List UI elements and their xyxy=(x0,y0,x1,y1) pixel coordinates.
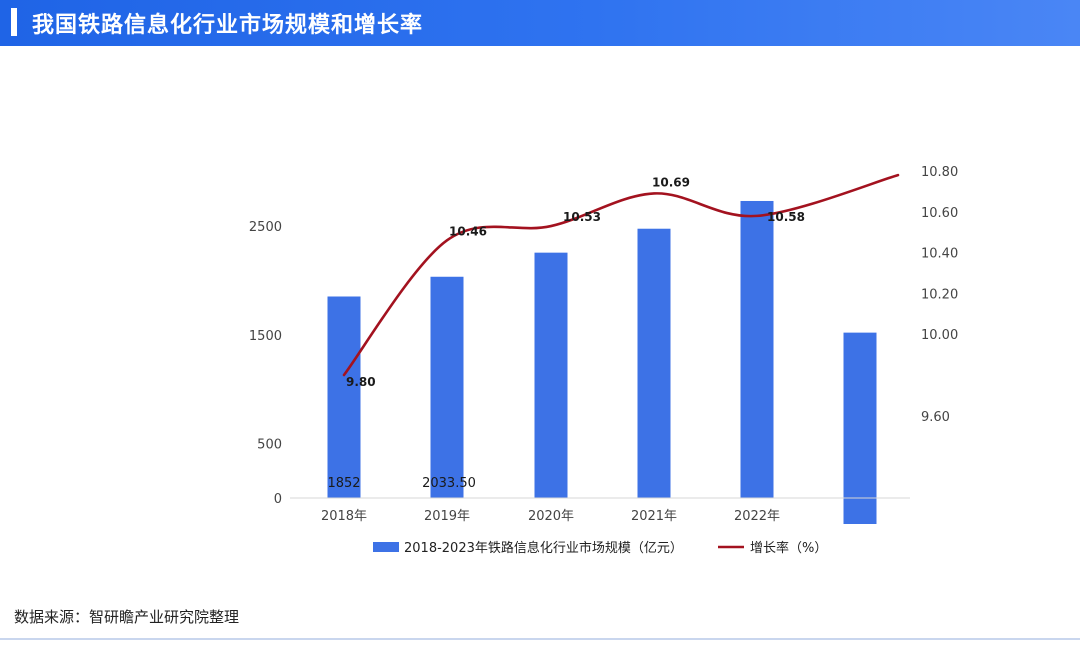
y-left-tick-1500: 1500 xyxy=(249,329,282,344)
y-right-tick-10.80: 10.80 xyxy=(921,165,958,180)
x-tick-2018: 2018年 xyxy=(321,509,367,524)
bar-2019 xyxy=(430,276,464,498)
page-title: 我国铁路信息化行业市场规模和增长率 xyxy=(32,12,424,38)
y-right-tick-10.40: 10.40 xyxy=(921,247,958,262)
x-tick-2022: 2022年 xyxy=(734,509,780,524)
footer-divider xyxy=(0,638,1080,640)
bar-2023 xyxy=(843,332,877,524)
title-accent-bar xyxy=(11,8,17,36)
y-left-tick-0: 0 xyxy=(274,492,282,507)
x-tick-2021: 2021年 xyxy=(631,509,677,524)
title-bar: 我国铁路信息化行业市场规模和增长率 xyxy=(0,0,1080,46)
bar-label-2019: 2033.50 xyxy=(422,476,476,491)
bar-2021 xyxy=(637,228,671,498)
y-left-tick-2500: 2500 xyxy=(249,220,282,235)
growth-label-2021: 10.69 xyxy=(652,175,690,189)
bar-2022 xyxy=(740,200,774,498)
x-tick-2019: 2019年 xyxy=(424,509,470,524)
bar-2018 xyxy=(327,296,361,498)
growth-label-2019: 10.46 xyxy=(449,224,487,238)
legend-bar-swatch xyxy=(373,542,399,552)
y-right-tick-9.60: 9.60 xyxy=(921,410,950,425)
growth-label-2022: 10.58 xyxy=(767,210,805,224)
y-right-tick-10.00: 10.00 xyxy=(921,328,958,343)
growth-label-2020: 10.53 xyxy=(563,210,601,224)
growth-rate-line xyxy=(342,173,900,377)
y-right-tick-10.20: 10.20 xyxy=(921,287,958,302)
legend-line-label: 增长率（%） xyxy=(750,540,827,556)
legend-bar-label: 2018-2023年铁路信息化行业市场规模（亿元） xyxy=(404,540,683,556)
growth-label-2018: 9.80 xyxy=(346,375,376,389)
bar-2020 xyxy=(534,252,568,498)
combo-chart: 9.80 10.46 10.53 10.69 10.58 1852 2033.50 0 500… xyxy=(249,165,958,556)
source-note: 数据来源：智研瞻产业研究院整理 xyxy=(14,608,240,626)
y-left-tick-500: 500 xyxy=(257,438,282,453)
bar-label-2018: 1852 xyxy=(327,476,360,491)
y-right-tick-10.60: 10.60 xyxy=(921,206,958,221)
x-tick-2020: 2020年 xyxy=(528,509,574,524)
